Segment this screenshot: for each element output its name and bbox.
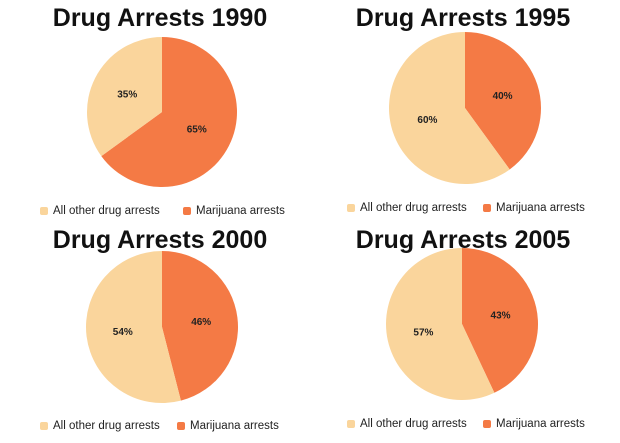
legend-swatch-marijuana [183, 207, 191, 215]
chart-panel-2000: Drug Arrests 2000 46% 54% All other drug … [10, 224, 310, 439]
slice-marijuana [101, 37, 237, 188]
legend-label-other: All other drug arrests [360, 418, 467, 430]
legend-item-other: All other drug arrests [347, 418, 467, 430]
legend-item-marijuana: Marijuana arrests [483, 202, 585, 214]
slice-other [85, 251, 181, 403]
chart-panel-2005: Drug Arrests 2005 43% 57% All other drug … [313, 224, 613, 439]
slice-other [389, 32, 510, 184]
chart-title: Drug Arrests 1990 [52, 4, 268, 32]
slice-label: 35% [117, 89, 137, 100]
slice-label: 40% [493, 91, 513, 102]
slice-label: 54% [113, 327, 133, 338]
legend-label-other: All other drug arrests [360, 202, 467, 214]
slice-label: 60% [417, 115, 437, 126]
legend-swatch-marijuana [483, 204, 491, 212]
legend-swatch-other [40, 422, 48, 430]
legend-swatch-marijuana [177, 422, 185, 430]
legend-label-other: All other drug arrests [53, 205, 160, 217]
chart-panel-1995: Drug Arrests 1995 40% 60% All other drug … [313, 2, 613, 217]
legend-swatch-other [347, 420, 355, 428]
slice-label: 43% [491, 310, 511, 321]
pie-chart-1990: 65% 35% [87, 37, 237, 188]
pie-chart-2000: 46% 54% [85, 251, 238, 403]
slice-other [386, 248, 495, 400]
legend-label-other: All other drug arrests [53, 420, 160, 432]
slice-marijuana [162, 251, 238, 401]
legend-item-other: All other drug arrests [40, 205, 160, 217]
legend-item-marijuana: Marijuana arrests [483, 418, 585, 430]
slice-label: 57% [413, 328, 433, 339]
legend-swatch-marijuana [483, 420, 491, 428]
legend-item-marijuana: Marijuana arrests [183, 205, 285, 217]
legend-label-marijuana: Marijuana arrests [496, 202, 585, 214]
legend-item-other: All other drug arrests [40, 420, 160, 432]
slice-label: 65% [187, 125, 207, 136]
legend-label-marijuana: Marijuana arrests [196, 205, 285, 217]
slice-marijuana [465, 32, 541, 170]
pie-chart-2005: 43% 57% [386, 248, 538, 400]
chart-title: Drug Arrests 2000 [52, 226, 268, 254]
legend-item-other: All other drug arrests [347, 202, 467, 214]
legend-swatch-other [40, 207, 48, 215]
legend-label-marijuana: Marijuana arrests [190, 420, 279, 432]
slice-label: 46% [191, 317, 211, 328]
slice-marijuana [462, 248, 538, 393]
chart-title: Drug Arrests 1995 [355, 4, 571, 32]
chart-panel-1990: Drug Arrests 1990 65% 35% All other drug … [10, 2, 310, 217]
legend-item-marijuana: Marijuana arrests [177, 420, 279, 432]
slice-other [87, 37, 162, 157]
legend-label-marijuana: Marijuana arrests [496, 418, 585, 430]
pie-chart-1995: 40% 60% [389, 32, 541, 184]
legend-swatch-other [347, 204, 355, 212]
